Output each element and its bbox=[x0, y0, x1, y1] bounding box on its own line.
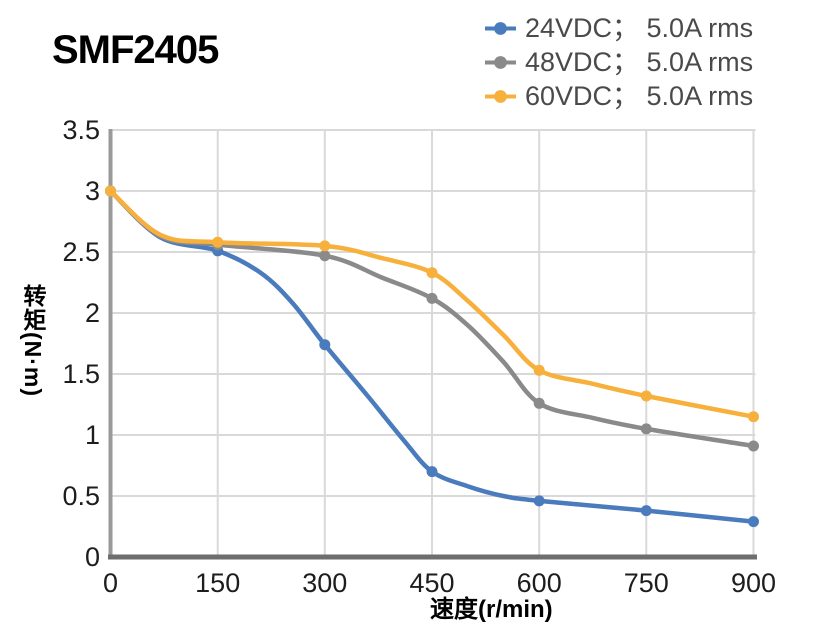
y-tick-labels: 0 0.5 1 1.5 2 2.5 3 3.5 bbox=[62, 115, 100, 572]
gridlines bbox=[108, 129, 756, 557]
legend-label-60vdc: 60VDC； 5.0A rms bbox=[525, 80, 754, 111]
svg-text:2.5: 2.5 bbox=[62, 237, 100, 267]
chart-title: SMF2405 bbox=[52, 28, 219, 72]
x-tick-labels: 0 150 300 450 600 750 900 bbox=[103, 568, 776, 598]
x-axis-title: 速度(r/min) bbox=[430, 596, 553, 623]
svg-text:1.5: 1.5 bbox=[62, 359, 100, 389]
series-markers-2 bbox=[105, 185, 759, 423]
svg-text:0.5: 0.5 bbox=[62, 481, 100, 511]
svg-text:3.5: 3.5 bbox=[62, 115, 100, 145]
svg-text:0: 0 bbox=[85, 542, 100, 572]
legend-item-48vdc: 48VDC； 5.0A rms bbox=[484, 45, 753, 79]
y-axis-title: 转矩(N·m) bbox=[20, 284, 46, 398]
legend-item-24vdc: 24VDC； 5.0A rms bbox=[484, 11, 753, 45]
svg-text:900: 900 bbox=[731, 568, 776, 598]
svg-text:300: 300 bbox=[302, 568, 347, 598]
legend-label-24vdc: 24VDC； 5.0A rms bbox=[525, 12, 754, 43]
svg-text:2: 2 bbox=[85, 298, 100, 328]
svg-text:750: 750 bbox=[624, 568, 669, 598]
svg-text:150: 150 bbox=[195, 568, 240, 598]
svg-text:1: 1 bbox=[85, 420, 100, 450]
series-line-0 bbox=[108, 188, 756, 524]
line-dot-marker-icon bbox=[485, 21, 516, 35]
line-dot-marker-icon bbox=[485, 89, 516, 103]
line-dot-marker-icon bbox=[485, 55, 516, 69]
svg-text:3: 3 bbox=[85, 176, 100, 206]
legend-label-48vdc: 48VDC； 5.0A rms bbox=[525, 46, 754, 77]
legend: 24VDC； 5.0A rms 48VDC； 5.0A rms 60VDC； 5… bbox=[484, 11, 753, 113]
svg-text:600: 600 bbox=[517, 568, 562, 598]
svg-text:450: 450 bbox=[409, 568, 454, 598]
legend-item-60vdc: 60VDC； 5.0A rms bbox=[484, 79, 753, 113]
svg-text:0: 0 bbox=[103, 568, 118, 598]
